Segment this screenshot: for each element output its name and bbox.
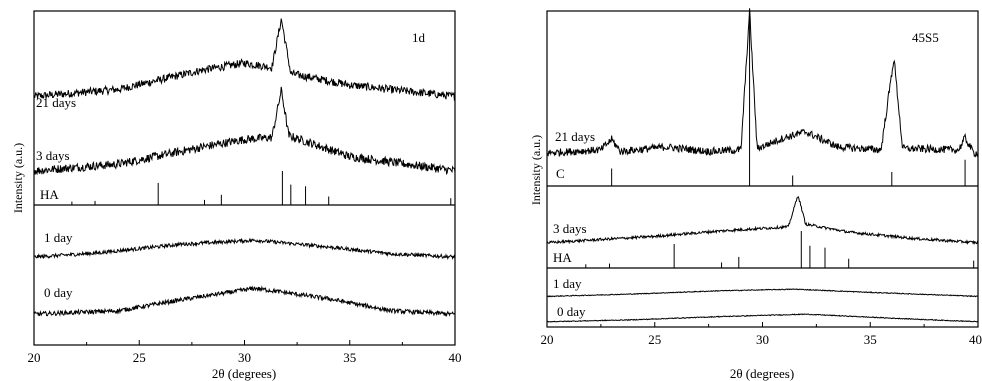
x-tick-label: 30 — [238, 350, 251, 365]
y-axis-label: Intensity (a.u.) — [11, 143, 25, 213]
x-tick-label: 25 — [133, 350, 146, 365]
x-tick-label: 35 — [343, 350, 356, 365]
series-line-3-days — [33, 86, 456, 176]
series-line-3-days — [546, 195, 979, 246]
series-line-1-day — [546, 288, 979, 298]
reference-label-ha: HA — [553, 250, 572, 265]
panel-45s5: 20 25 30 35 40 45S5 21 days C 3 days HA 1 da… — [529, 8, 982, 381]
series-label-0-day: 0 day — [557, 304, 586, 319]
series-label-3-days: 3 days — [553, 221, 587, 236]
series-line-21-days — [33, 18, 456, 101]
series-label-3-days: 3 days — [36, 148, 70, 163]
x-tick-label: 40 — [969, 332, 982, 347]
series-label-1-day: 1 day — [44, 230, 73, 245]
x-tick-label: 40 — [449, 350, 462, 365]
panel-label: 45S5 — [912, 30, 939, 45]
series-line-0-day — [546, 313, 978, 323]
x-axis-label: 2θ (degrees) — [212, 366, 276, 381]
series-line-0-day — [33, 285, 456, 317]
series-line-1-day — [33, 237, 456, 261]
x-tick-label: 20 — [541, 332, 554, 347]
series-label-1-day: 1 day — [553, 276, 582, 291]
series-label-21-days: 21 days — [555, 129, 595, 144]
x-tick-label: 25 — [648, 332, 661, 347]
x-axis-label: 2θ (degrees) — [730, 366, 794, 381]
panel-label: 1d — [412, 30, 426, 45]
reference-label-ha: HA — [40, 187, 59, 202]
series-label-0-day: 0 day — [44, 285, 73, 300]
panel-1d: 20 25 30 35 40 1d 21 days 3 days HA 1 day 0 … — [11, 10, 462, 381]
x-tick-label: 20 — [28, 350, 41, 365]
series-line-21-days — [546, 8, 979, 158]
x-tick-label: 35 — [864, 332, 877, 347]
reference-label-c: C — [556, 166, 565, 181]
x-tick-label: 30 — [756, 332, 769, 347]
plot-frame — [33, 10, 456, 346]
series-label-21-days: 21 days — [36, 95, 76, 110]
y-axis-label: Intensity (a.u.) — [529, 135, 543, 205]
